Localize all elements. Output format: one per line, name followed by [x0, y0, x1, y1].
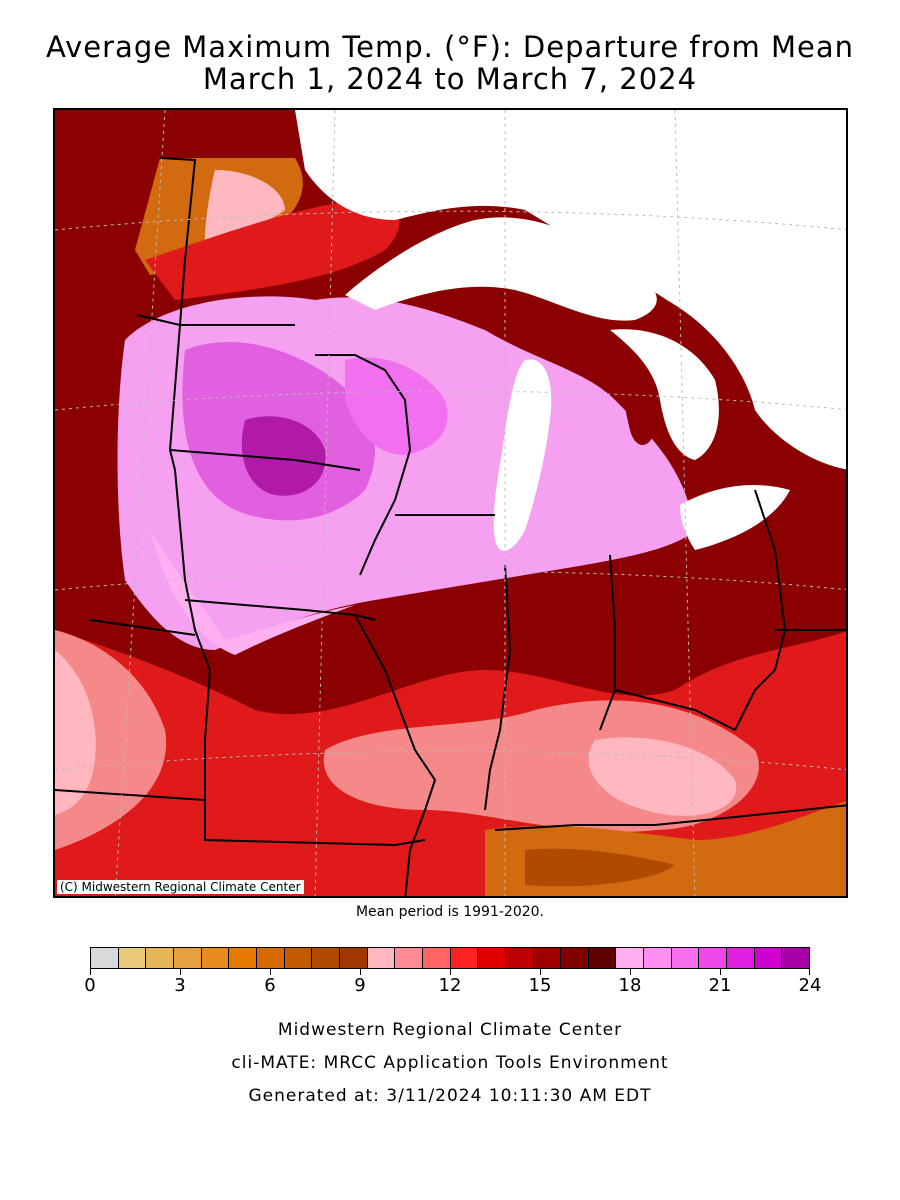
legend-tick-label: 24: [798, 975, 822, 996]
legend-swatch: [201, 948, 230, 968]
legend-swatch: [367, 948, 396, 968]
legend-swatch: [91, 948, 119, 968]
legend-swatch: [644, 948, 672, 968]
legend-tick: [540, 969, 541, 975]
region-hot-pink-wisconsin: [345, 357, 448, 455]
legend-swatch: [754, 948, 783, 968]
legend-swatch: [671, 948, 700, 968]
legend-swatch: [616, 948, 645, 968]
legend-tick-label: 0: [84, 975, 96, 996]
map-panel: (C) Midwestern Regional Climate Center: [53, 108, 848, 898]
state-boundaries: [55, 157, 846, 896]
legend-tick: [450, 969, 451, 975]
legend-tick-label: 21: [708, 975, 732, 996]
legend-swatch: [339, 948, 368, 968]
region-light-pink-northwest: [205, 170, 285, 240]
legend-swatch: [312, 948, 340, 968]
legend-tick-label: 15: [528, 975, 552, 996]
legend-tick-label: 6: [264, 975, 276, 996]
temperature-map: [55, 110, 846, 896]
legend-swatch: [699, 948, 728, 968]
footer-tool: cli-MATE: MRCC Application Tools Environ…: [231, 1053, 669, 1073]
region-magenta-core: [241, 416, 326, 496]
legend-swatch: [782, 948, 810, 968]
region-light-pink-ohio: [588, 737, 737, 816]
legend-swatch: [533, 948, 562, 968]
legend-swatch: [727, 948, 755, 968]
mean-period-note: Mean period is 1991-2020.: [355, 904, 545, 920]
legend-tick: [809, 969, 810, 975]
region-light-pink-southwest: [55, 650, 96, 815]
region-red-north: [145, 198, 400, 300]
region-dark-red-michigan: [622, 365, 655, 445]
map-title-line1: Average Maximum Temp. (°F): Departure fr…: [45, 30, 855, 64]
lake-huron: [610, 329, 719, 460]
legend-tick-label: 9: [354, 975, 366, 996]
legend-tick: [90, 969, 91, 975]
legend-tick: [720, 969, 721, 975]
graticule: [55, 110, 846, 896]
lake-erie: [680, 485, 790, 550]
legend-swatch: [478, 948, 506, 968]
legend-swatch: [395, 948, 423, 968]
legend-swatch: [422, 948, 451, 968]
lake-michigan: [493, 359, 552, 551]
legend-swatch: [561, 948, 589, 968]
map-title-line2: March 1, 2024 to March 7, 2024: [202, 62, 698, 96]
legend-swatch: [118, 948, 147, 968]
color-legend: [90, 947, 810, 969]
legend-swatch: [505, 948, 534, 968]
legend-swatch: [284, 948, 313, 968]
legend-tick-label: 18: [618, 975, 642, 996]
legend-tick-labels: 0 3 6 9 12 15 18 21 24: [84, 975, 821, 999]
legend-swatch: [588, 948, 617, 968]
legend-tick: [270, 969, 271, 975]
region-light-pink-fringe: [150, 530, 355, 655]
legend-tick: [630, 969, 631, 975]
legend-tick-label: 3: [174, 975, 186, 996]
map-credit: (C) Midwestern Regional Climate Center: [57, 880, 304, 894]
legend-swatch: [229, 948, 257, 968]
canada-region: [295, 110, 846, 470]
legend-ticks: [90, 969, 810, 975]
legend-swatch: [450, 948, 479, 968]
legend-tick-label: 12: [438, 975, 462, 996]
footer-generated: Generated at: 3/11/2024 10:11:30 AM EDT: [248, 1086, 652, 1106]
legend-swatch: [146, 948, 174, 968]
legend-swatch: [256, 948, 285, 968]
legend-tick: [360, 969, 361, 975]
legend-tick: [180, 969, 181, 975]
region-orange-dark-south: [525, 848, 675, 887]
legend-swatch: [173, 948, 202, 968]
footer-org: Midwestern Regional Climate Center: [277, 1020, 623, 1040]
